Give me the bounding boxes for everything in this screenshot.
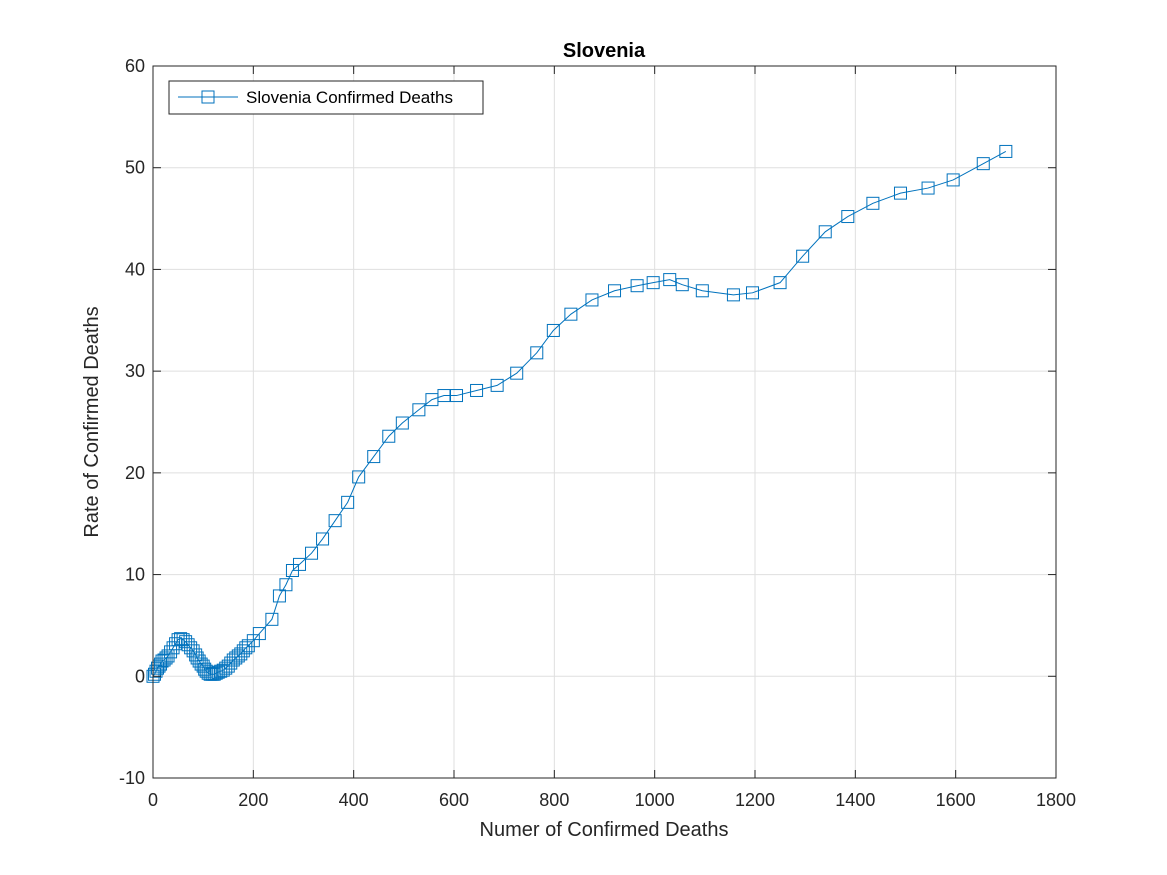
- data-point-marker: [196, 659, 210, 673]
- x-tick-label: 400: [339, 790, 369, 810]
- data-point-marker: [841, 210, 855, 224]
- data-point-marker: [219, 661, 233, 675]
- plot-area: [153, 66, 1056, 778]
- x-axis-title: Numer of Confirmed Deaths: [480, 819, 729, 841]
- data-point-marker: [999, 144, 1013, 158]
- data-point-marker: [236, 644, 250, 658]
- x-tick-label: 800: [539, 790, 569, 810]
- data-point-marker: [608, 284, 622, 298]
- data-point-marker: [352, 470, 366, 484]
- data-point-marker: [726, 288, 740, 302]
- data-point-marker: [239, 641, 253, 655]
- data-point-marker: [646, 276, 660, 290]
- x-tick-label: 1200: [735, 790, 775, 810]
- data-point-marker: [214, 664, 228, 678]
- y-axis-title: Rate of Confirmed Deaths: [81, 306, 103, 537]
- data-point-marker: [279, 578, 293, 592]
- data-point-marker: [675, 278, 689, 292]
- data-point-marker: [252, 627, 266, 641]
- data-point-marker: [412, 403, 426, 417]
- y-tick-label: 10: [125, 565, 145, 585]
- data-point-marker: [224, 656, 238, 670]
- data-point-marker: [292, 557, 306, 571]
- data-point-marker: [382, 429, 396, 443]
- data-point-marker: [272, 589, 286, 603]
- data-point-marker: [367, 450, 381, 464]
- y-tick-label: 20: [125, 463, 145, 483]
- x-tick-label: 1600: [936, 790, 976, 810]
- data-point-marker: [866, 196, 880, 210]
- data-point-marker: [510, 366, 524, 380]
- x-tick-label: 0: [148, 790, 158, 810]
- data-point-marker: [546, 323, 560, 337]
- data-point-marker: [630, 279, 644, 293]
- data-point-marker: [157, 653, 171, 667]
- data-point-marker: [564, 307, 578, 321]
- data-point-marker: [151, 661, 165, 675]
- data-point-marker: [216, 663, 230, 677]
- ticks: 0 200 400 600 800 1000 1200 1400 1600 1800-100102…: [119, 56, 1076, 810]
- data-point-marker: [921, 181, 935, 195]
- data-point-marker: [194, 657, 208, 671]
- legend-marker-square: [201, 90, 215, 104]
- data-point-marker: [265, 612, 279, 626]
- data-point-marker: [796, 249, 810, 263]
- data-point-marker: [316, 532, 330, 546]
- data-point-marker: [161, 649, 175, 663]
- data-point-marker: [305, 546, 319, 560]
- legend-label: Slovenia Confirmed Deaths: [246, 88, 453, 107]
- data-point-marker: [490, 378, 504, 392]
- x-tick-label: 600: [439, 790, 469, 810]
- data-point-marker: [231, 649, 245, 663]
- legend: Slovenia Confirmed Deaths: [168, 80, 484, 115]
- data-point-marker: [470, 383, 484, 397]
- data-point-marker: [209, 666, 223, 680]
- data-point-marker: [166, 641, 180, 655]
- x-tick-label: 200: [238, 790, 268, 810]
- data-point-marker: [229, 651, 243, 665]
- data-point-marker: [164, 645, 178, 659]
- x-tick-label: 1400: [835, 790, 875, 810]
- data-point-marker: [176, 633, 190, 647]
- y-tick-label: 50: [125, 158, 145, 178]
- data-point-marker: [437, 389, 451, 403]
- data-point-marker: [695, 284, 709, 298]
- data-point-marker: [169, 637, 183, 651]
- data-point-marker: [773, 276, 787, 290]
- data-point-marker: [328, 514, 342, 528]
- data-point-marker: [184, 641, 198, 655]
- data-point-marker: [818, 225, 832, 239]
- data-point-marker: [530, 346, 544, 360]
- data-point-marker: [663, 273, 677, 287]
- y-tick-label: -10: [119, 768, 145, 788]
- y-tick-label: 40: [125, 259, 145, 279]
- data-point-marker: [893, 186, 907, 200]
- data-point-marker: [450, 389, 464, 403]
- y-tick-label: 60: [125, 56, 145, 76]
- x-tick-label: 1800: [1036, 790, 1076, 810]
- data-point-marker: [946, 173, 960, 187]
- data-point-marker: [976, 157, 990, 171]
- y-tick-label: 30: [125, 361, 145, 381]
- y-tick-label: 0: [135, 666, 145, 686]
- data-point-marker: [745, 286, 759, 300]
- data-point-marker: [585, 293, 599, 307]
- data-point-marker: [341, 495, 355, 509]
- x-tick-label: 1000: [635, 790, 675, 810]
- data-point-marker: [241, 639, 255, 653]
- chart-title: Slovenia: [563, 40, 646, 62]
- data-point-marker: [395, 416, 409, 430]
